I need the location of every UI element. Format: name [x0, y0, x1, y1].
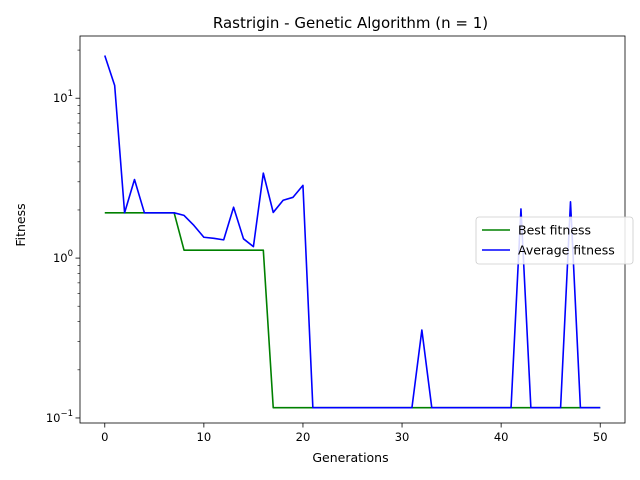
legend: Best fitness Average fitness	[475, 216, 634, 265]
x-axis-label: Generations	[312, 450, 388, 465]
chart-title: Rastrigin - Genetic Algorithm (n = 1)	[213, 14, 488, 32]
x-tick-label: 0	[101, 430, 108, 444]
y-axis-label: Fitness	[13, 203, 28, 246]
legend-label: Average fitness	[518, 243, 615, 258]
y-tick-label: 100	[53, 249, 73, 265]
x-axis: 0 10 20 30 40 50	[101, 423, 608, 444]
x-tick-label: 20	[296, 430, 311, 444]
series-group	[104, 55, 601, 409]
x-tick-label: 30	[395, 430, 410, 444]
legend-box	[475, 216, 634, 265]
y-tick-label: 101	[53, 89, 73, 105]
y-axis: 10−1 100 101	[46, 49, 80, 425]
x-tick-label: 10	[197, 430, 212, 444]
y-tick-label: 10−1	[46, 409, 73, 425]
series-line-average-fitness	[104, 55, 601, 409]
x-tick-label: 50	[593, 430, 608, 444]
x-tick-label: 40	[494, 430, 509, 444]
legend-label: Best fitness	[518, 223, 591, 238]
